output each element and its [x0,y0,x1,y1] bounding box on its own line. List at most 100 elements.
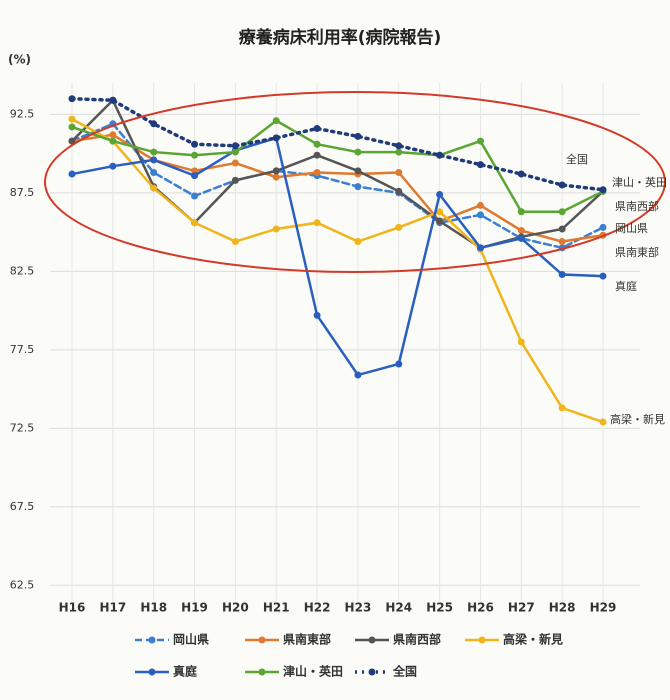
point [517,227,525,235]
legend-label: 岡山県 [173,632,209,647]
point [558,208,566,216]
point [354,371,362,379]
point [313,151,321,159]
highlight-ellipse [44,91,666,273]
point [150,184,158,192]
point [476,161,484,169]
point [436,208,444,216]
x-tick-label: H27 [508,601,535,615]
point [395,142,403,150]
end-label: 真庭 [615,279,637,293]
legend-marker [148,636,156,644]
legend-marker [368,636,376,644]
x-tick-label: H17 [99,601,126,615]
point [109,162,117,170]
x-tick-label: H22 [304,601,331,615]
point [313,140,321,148]
point [354,167,362,175]
y-tick-label: 62.5 [10,578,35,591]
x-tick-label: H29 [590,601,617,615]
point [313,219,321,227]
point [191,219,199,227]
end-label: 県南西部 [615,199,659,213]
legend-label: 県南東部 [283,632,331,647]
point [354,238,362,246]
point [354,183,362,191]
series-line [70,96,605,192]
y-tick-label: 77.5 [10,343,35,356]
y-tick-label: 87.5 [10,186,35,199]
point [68,170,76,178]
point [313,125,321,133]
point [231,159,239,167]
series-line [70,122,605,250]
point [517,338,525,346]
chart-title: 療養病床利用率(病院報告) [239,27,442,48]
legend-label: 真庭 [173,664,197,679]
x-tick-label: H26 [467,601,494,615]
legend-marker [258,636,266,644]
x-tick-label: H18 [140,601,167,615]
point [476,244,484,252]
point [436,190,444,198]
x-tick-label: H28 [549,601,576,615]
labels: 62.5 67.5 72.5 77.5 82.5 87.5 92.5 H16 H17 H18 H19… [10,107,667,678]
lines [68,95,607,426]
point [599,186,607,194]
point [395,168,403,176]
point [558,181,566,189]
x-tick-label: H20 [222,601,249,615]
point [476,137,484,145]
legend-marker [478,636,486,644]
y-axis-label: (%) [8,53,31,67]
point [150,120,158,128]
point [272,173,280,181]
point [191,172,199,180]
series-line [70,117,605,424]
point [517,208,525,216]
point [109,96,117,104]
series-line [70,136,605,377]
point [517,170,525,178]
series-line [70,119,605,213]
point [599,272,607,280]
point [558,404,566,412]
point [109,137,117,145]
point [68,115,76,123]
point [313,168,321,176]
point [599,223,607,231]
point [191,140,199,148]
point [272,117,280,125]
x-tick-label: H24 [385,601,412,615]
point [272,134,280,142]
point [558,225,566,233]
y-tick-label: 67.5 [10,500,35,513]
point [68,137,76,145]
point [395,223,403,231]
end-label: 全国 [566,152,588,166]
y-tick-label: 72.5 [10,421,35,434]
point [517,234,525,242]
point [476,211,484,219]
point [558,271,566,279]
point [231,148,239,156]
legend-marker [368,668,376,676]
point [68,95,76,103]
x-tick-label: H16 [59,601,86,615]
point [395,187,403,195]
point [313,311,321,319]
y-tick-label: 92.5 [10,107,35,120]
point [150,156,158,164]
point [191,151,199,159]
point [436,217,444,225]
point [231,238,239,246]
legend-label: 県南西部 [393,632,441,647]
legend-label: 高梁・新見 [503,632,563,647]
point [150,168,158,176]
point [109,131,117,139]
x-tick-label: H21 [263,601,290,615]
point [354,132,362,140]
point [436,151,444,159]
point [395,360,403,368]
